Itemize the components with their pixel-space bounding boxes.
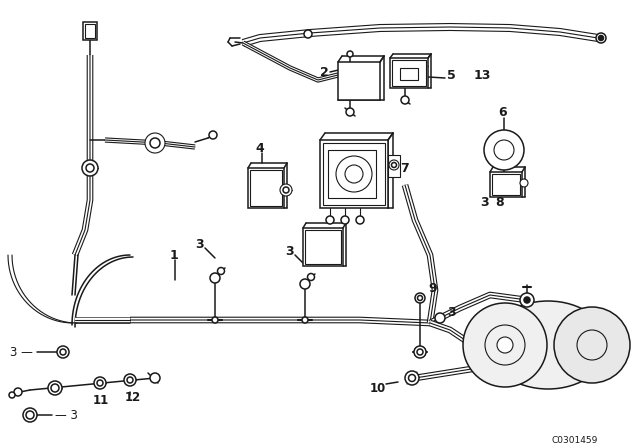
Circle shape: [346, 108, 354, 116]
Circle shape: [356, 216, 364, 224]
Circle shape: [408, 375, 415, 382]
Text: 5: 5: [447, 69, 456, 82]
Circle shape: [280, 184, 292, 196]
Circle shape: [520, 179, 528, 187]
Circle shape: [577, 330, 607, 360]
Circle shape: [524, 297, 530, 303]
Text: 1: 1: [170, 249, 179, 262]
Text: 9: 9: [428, 281, 436, 294]
Circle shape: [417, 349, 423, 355]
Circle shape: [94, 377, 106, 389]
Text: 12: 12: [125, 391, 141, 404]
Circle shape: [124, 374, 136, 386]
Circle shape: [60, 349, 66, 355]
Circle shape: [26, 411, 34, 419]
Bar: [83, 22, 97, 40]
Text: 8: 8: [495, 195, 504, 208]
Circle shape: [389, 160, 399, 170]
Bar: [320, 140, 388, 208]
Bar: [303, 228, 343, 266]
Circle shape: [405, 371, 419, 385]
Text: 6: 6: [498, 105, 507, 119]
Circle shape: [14, 388, 22, 396]
Circle shape: [497, 337, 513, 353]
Circle shape: [392, 163, 397, 168]
Bar: [328, 150, 376, 198]
Circle shape: [347, 51, 353, 57]
Circle shape: [596, 33, 606, 43]
Circle shape: [494, 140, 514, 160]
Circle shape: [48, 381, 62, 395]
Circle shape: [51, 384, 59, 392]
Bar: [305, 230, 341, 264]
Circle shape: [345, 165, 363, 183]
Circle shape: [341, 216, 349, 224]
Circle shape: [23, 408, 37, 422]
Circle shape: [463, 303, 547, 387]
Circle shape: [414, 346, 426, 358]
Circle shape: [57, 346, 69, 358]
Circle shape: [554, 307, 630, 383]
Circle shape: [145, 133, 165, 153]
Bar: [323, 143, 385, 205]
Text: — 3: — 3: [55, 409, 78, 422]
Circle shape: [9, 392, 15, 398]
Circle shape: [417, 296, 422, 301]
Bar: [85, 24, 95, 38]
Circle shape: [82, 160, 98, 176]
Ellipse shape: [488, 301, 608, 389]
Circle shape: [307, 273, 314, 280]
Text: 3: 3: [195, 237, 204, 250]
Bar: [248, 168, 284, 208]
Circle shape: [150, 373, 160, 383]
Circle shape: [435, 313, 445, 323]
Circle shape: [86, 164, 94, 172]
Circle shape: [283, 187, 289, 193]
Bar: [338, 62, 380, 100]
Circle shape: [304, 30, 312, 38]
Text: 11: 11: [93, 393, 109, 406]
Circle shape: [336, 156, 372, 192]
Bar: [392, 60, 426, 86]
Circle shape: [326, 216, 334, 224]
Circle shape: [127, 377, 133, 383]
Circle shape: [212, 317, 218, 323]
Circle shape: [209, 131, 217, 139]
Text: 3: 3: [480, 195, 488, 208]
Text: 10: 10: [370, 382, 387, 395]
Text: C0301459: C0301459: [552, 435, 598, 444]
Bar: [490, 172, 522, 197]
Circle shape: [218, 267, 225, 275]
Circle shape: [520, 293, 534, 307]
Text: 4: 4: [255, 142, 264, 155]
Bar: [250, 170, 282, 206]
Text: 3: 3: [285, 245, 294, 258]
Text: 7: 7: [400, 161, 409, 175]
Bar: [492, 174, 520, 195]
Text: 13: 13: [474, 69, 492, 82]
Circle shape: [598, 35, 604, 40]
Text: 3 —: 3 —: [10, 345, 33, 358]
Bar: [400, 68, 418, 80]
Circle shape: [485, 325, 525, 365]
Circle shape: [415, 293, 425, 303]
Circle shape: [97, 380, 103, 386]
Circle shape: [150, 138, 160, 148]
Circle shape: [401, 96, 409, 104]
Bar: [390, 58, 428, 88]
Circle shape: [210, 273, 220, 283]
Text: 2: 2: [320, 65, 329, 78]
Circle shape: [484, 130, 524, 170]
Circle shape: [302, 317, 308, 323]
Text: 3: 3: [447, 306, 456, 319]
Circle shape: [300, 279, 310, 289]
Bar: [388, 155, 400, 177]
